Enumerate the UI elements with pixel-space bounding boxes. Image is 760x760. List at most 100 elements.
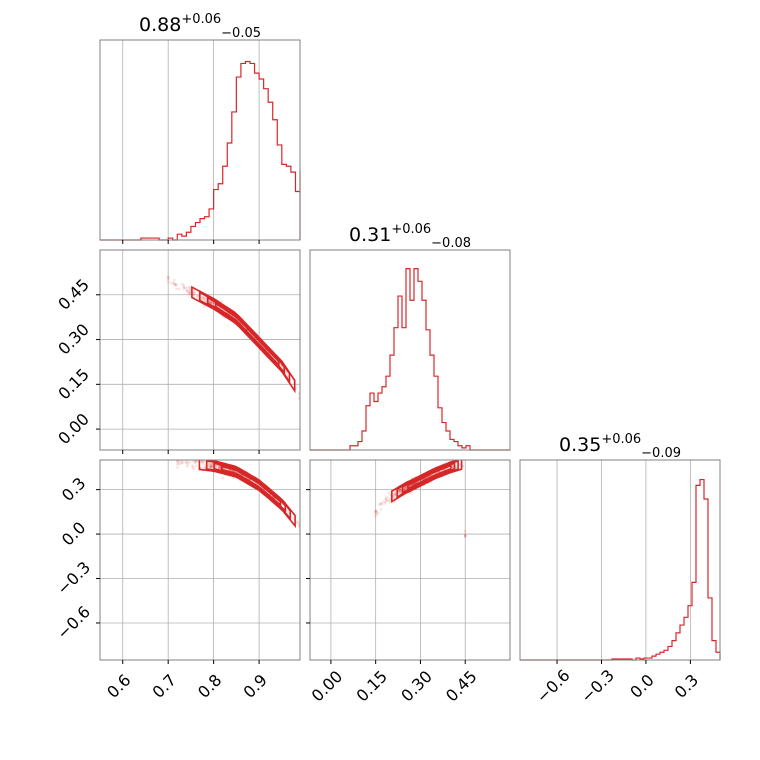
y-tick-label: 0.45 — [54, 275, 93, 314]
scatter-point — [377, 503, 381, 507]
scatter-point — [398, 489, 402, 493]
contour-line — [199, 291, 291, 385]
scatter-point — [210, 302, 214, 306]
panel-title-param1: 0.88+0.06−0.05 — [139, 12, 261, 41]
scatter-point — [181, 460, 184, 464]
axes-frame — [99, 39, 301, 241]
contour-line — [407, 464, 452, 490]
scatter-point — [387, 499, 391, 503]
scatter-point — [384, 498, 388, 501]
scatter-point — [199, 296, 203, 300]
scatter-point — [374, 512, 378, 516]
y-tick-label: 0.00 — [54, 409, 93, 448]
scatter-point — [191, 464, 194, 468]
x-tick-labels: 0.00 0.15 0.30 0.45 — [308, 667, 481, 706]
scatter-point — [203, 460, 207, 463]
x-tick-label: 0.7 — [149, 670, 180, 701]
scatter-param1-param3-panel: −0.6 −0.3 0.0 0.3 0.6 0.7 0.8 0.9 — [53, 459, 301, 702]
scatter-point — [403, 486, 407, 490]
scatter-point — [388, 500, 392, 504]
grid-lines — [310, 460, 510, 660]
scatter-point — [404, 486, 408, 490]
scatter-point — [398, 490, 402, 494]
scatter-point — [217, 466, 221, 470]
grid-lines — [122, 40, 260, 240]
y-tick-label: 0.0 — [58, 518, 89, 549]
y-tick-label: 0.15 — [54, 365, 93, 404]
scatter-point — [297, 521, 300, 525]
scatter-point — [191, 465, 195, 469]
scatter-point — [187, 292, 191, 296]
scatter-point — [210, 462, 214, 466]
scatter-point — [385, 499, 389, 503]
scatter-point — [175, 282, 178, 286]
scatter-point — [204, 299, 208, 303]
x-tick-labels: −0.6 −0.3 0.0 0.3 — [533, 666, 703, 707]
scatter-point — [196, 295, 199, 298]
scatter-point — [210, 302, 214, 306]
scatter-point — [180, 282, 184, 286]
scatter-point — [174, 283, 178, 287]
contour-line — [213, 462, 287, 514]
scatter-point — [207, 464, 211, 468]
hist-param2-panel: 0.31+0.06−0.08 — [309, 222, 511, 451]
scatter-point — [379, 502, 383, 505]
scatter-point — [210, 462, 214, 465]
scatter-point — [374, 511, 378, 514]
scatter-point — [403, 487, 406, 491]
scatter-point — [196, 294, 199, 298]
scatter-point — [210, 465, 214, 469]
x-tick-label: −0.6 — [533, 666, 574, 707]
scatter-point — [200, 460, 204, 464]
scatter-point — [374, 514, 378, 518]
scatter-point — [384, 500, 388, 504]
scatter-point — [201, 462, 204, 466]
scatter-point — [218, 465, 222, 469]
scatter-point — [184, 461, 188, 465]
scatter-point — [209, 463, 213, 467]
scatter-point — [397, 489, 401, 493]
scatter-point — [403, 486, 407, 490]
scatter-point — [184, 460, 188, 464]
grid-lines — [100, 250, 300, 450]
contour-line — [401, 462, 456, 495]
scatter-point — [202, 465, 206, 469]
scatter-point — [166, 275, 170, 279]
scatter-point — [188, 460, 191, 464]
axes-frame — [519, 459, 721, 661]
contour-line — [391, 460, 463, 503]
tick-marks — [96, 294, 260, 454]
scatter-param1-param2-panel: 0.00 0.15 0.30 0.45 — [54, 249, 301, 454]
scatter-point — [185, 289, 189, 292]
scatter-point — [202, 297, 205, 301]
scatter-point — [195, 460, 199, 463]
scatter-point — [209, 465, 213, 469]
scatter-point — [194, 464, 198, 468]
scatter-point — [188, 287, 191, 290]
scatter-point — [463, 529, 467, 533]
scatter-point — [202, 297, 205, 301]
axes-frame — [309, 459, 511, 661]
scatter-point — [284, 370, 288, 374]
scatter-point — [192, 467, 196, 470]
scatter-point — [166, 277, 170, 281]
scatter-point — [402, 487, 406, 490]
scatter-point — [193, 460, 197, 464]
scatter-point — [286, 374, 290, 378]
x-tick-label: 0.30 — [397, 667, 436, 706]
scatter-point — [218, 465, 222, 469]
scatter-point — [193, 291, 197, 295]
scatter-point — [202, 460, 205, 464]
scatter-point — [175, 462, 179, 466]
scatter-point — [458, 463, 462, 467]
scatter-point — [182, 285, 186, 289]
scatter-point — [175, 460, 179, 463]
scatter-point — [393, 493, 397, 496]
scatter-point — [180, 461, 184, 465]
scatter-point — [172, 278, 176, 282]
scatter-point — [184, 286, 188, 290]
scatter-param2-param3-panel: 0.00 0.15 0.30 0.45 — [306, 459, 511, 706]
panel-title-param3: 0.35+0.06−0.09 — [559, 432, 681, 461]
scatter-point — [221, 476, 225, 480]
